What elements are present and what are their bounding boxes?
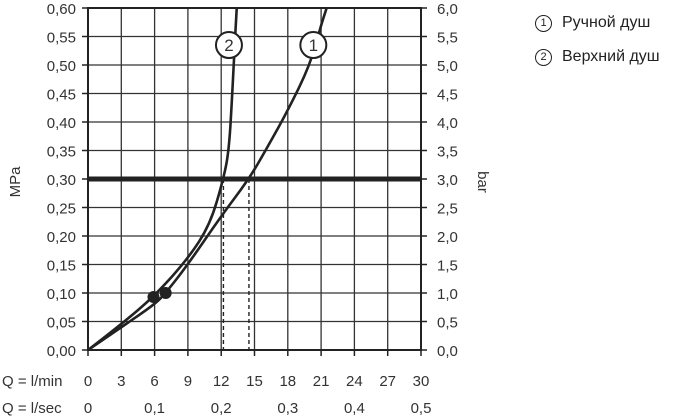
x-tick-label-lsec: 0,5 xyxy=(411,400,432,416)
x-tick-label-lmin: 27 xyxy=(379,373,396,390)
chart-grid xyxy=(88,8,421,350)
legend-item-hand-shower: 1 Ручной душ xyxy=(535,6,700,40)
y-tick-label-right: 3,0 xyxy=(437,172,458,189)
series-marker-layer: 12 xyxy=(214,31,328,60)
y-tick-label-left: 0,10 xyxy=(47,286,76,303)
y-tick-label-left: 0,55 xyxy=(47,30,76,47)
x-tick-label-lmin: 24 xyxy=(346,373,363,390)
y-tick-label-right: 1,5 xyxy=(437,258,458,275)
y-tick-label-left: 0,50 xyxy=(47,58,76,75)
x-tick-label-lmin: 9 xyxy=(184,373,192,390)
x-tick-label-lmin: 6 xyxy=(150,373,158,390)
x-tick-label-lmin: 0 xyxy=(84,373,92,390)
y-tick-label-right: 6,0 xyxy=(437,1,458,18)
series-marker-circle-2 xyxy=(214,31,243,60)
series-marker-label-2: 2 xyxy=(224,36,233,55)
y-tick-label-right: 4,0 xyxy=(437,115,458,132)
x-tick-label-lmin: 3 xyxy=(117,373,125,390)
y-tick-label-left: 0,40 xyxy=(47,115,76,132)
y-tick-label-left: 0,30 xyxy=(47,172,76,189)
legend-label-overhead-shower: Верхний душ xyxy=(562,48,660,65)
y-tick-label-left: 0,60 xyxy=(47,1,76,18)
x-tick-label-lmin: 15 xyxy=(246,373,263,390)
y-tick-label-left: 0,25 xyxy=(47,201,76,218)
y-tick-label-left: 0,45 xyxy=(47,87,76,104)
legend-marker-1: 1 xyxy=(535,14,552,32)
x-tick-label-lsec: 0,3 xyxy=(277,400,298,416)
data-point xyxy=(159,287,172,299)
legend-label-hand-shower: Ручной душ xyxy=(562,14,651,31)
x-tick-label-lmin: 18 xyxy=(279,373,296,390)
dashed-drop-layer xyxy=(222,179,250,350)
y-tick-label-right: 5,5 xyxy=(437,30,458,47)
legend: 1 Ручной душ 2 Верхний душ xyxy=(535,6,700,74)
x-ticks: 0 3 6 9 12 15 18 21 24 27 30 0 0,1 0,2 0,3 0,4 0,5 xyxy=(84,373,432,416)
y-tick-label-right: 3,5 xyxy=(437,144,458,161)
y-tick-label-right: 0,5 xyxy=(437,315,458,332)
y-tick-label-right: 1,0 xyxy=(437,286,458,303)
y-tick-label-left: 0,05 xyxy=(47,315,76,332)
x-tick-label-lsec: 0,2 xyxy=(211,400,232,416)
y-tick-label-left: 0,00 xyxy=(47,343,76,360)
y-tick-label-right: 0,0 xyxy=(437,343,458,360)
series-line-2 xyxy=(87,7,239,352)
y-tick-label-right: 4,5 xyxy=(437,87,458,104)
y-ticks-right: 0,0 0,5 1,0 1,5 2,0 2,5 3,0 3,5 4,0 4,5 5,0 5,5 6,0 xyxy=(437,1,458,360)
x-tick-label-lmin: 12 xyxy=(213,373,230,390)
legend-item-overhead-shower: 2 Верхний душ xyxy=(535,40,700,74)
x-axis-label-lmin: Q = l/min xyxy=(2,373,62,390)
legend-marker-2: 2 xyxy=(535,48,552,66)
y-axis-label-left: MPa xyxy=(7,166,24,198)
data-point xyxy=(147,290,160,303)
y-tick-label-right: 5,0 xyxy=(437,58,458,75)
x-tick-label-lmin: 30 xyxy=(413,373,430,390)
x-tick-label-lsec: 0,1 xyxy=(144,400,165,416)
y-tick-label-left: 0,15 xyxy=(47,258,76,275)
x-tick-label-lmin: 21 xyxy=(313,373,330,390)
y-ticks-left: 0,00 0,05 0,10 0,15 0,20 0,25 0,30 0,35 0,40 0,45… xyxy=(47,1,76,360)
y-axis-label-right: bar xyxy=(474,171,491,193)
series-marker-circle-1 xyxy=(299,31,328,60)
x-axis-label-lsec: Q = l/sec xyxy=(2,400,62,416)
series-marker-label-1: 1 xyxy=(309,36,318,55)
x-tick-label-lsec: 0,4 xyxy=(344,400,365,416)
x-tick-label-lsec: 0 xyxy=(84,400,92,416)
y-tick-label-left: 0,35 xyxy=(47,144,76,161)
y-tick-label-right: 2,0 xyxy=(437,229,458,246)
y-tick-label-left: 0,20 xyxy=(47,229,76,246)
y-tick-label-right: 2,5 xyxy=(437,201,458,218)
points-layer xyxy=(147,287,172,303)
